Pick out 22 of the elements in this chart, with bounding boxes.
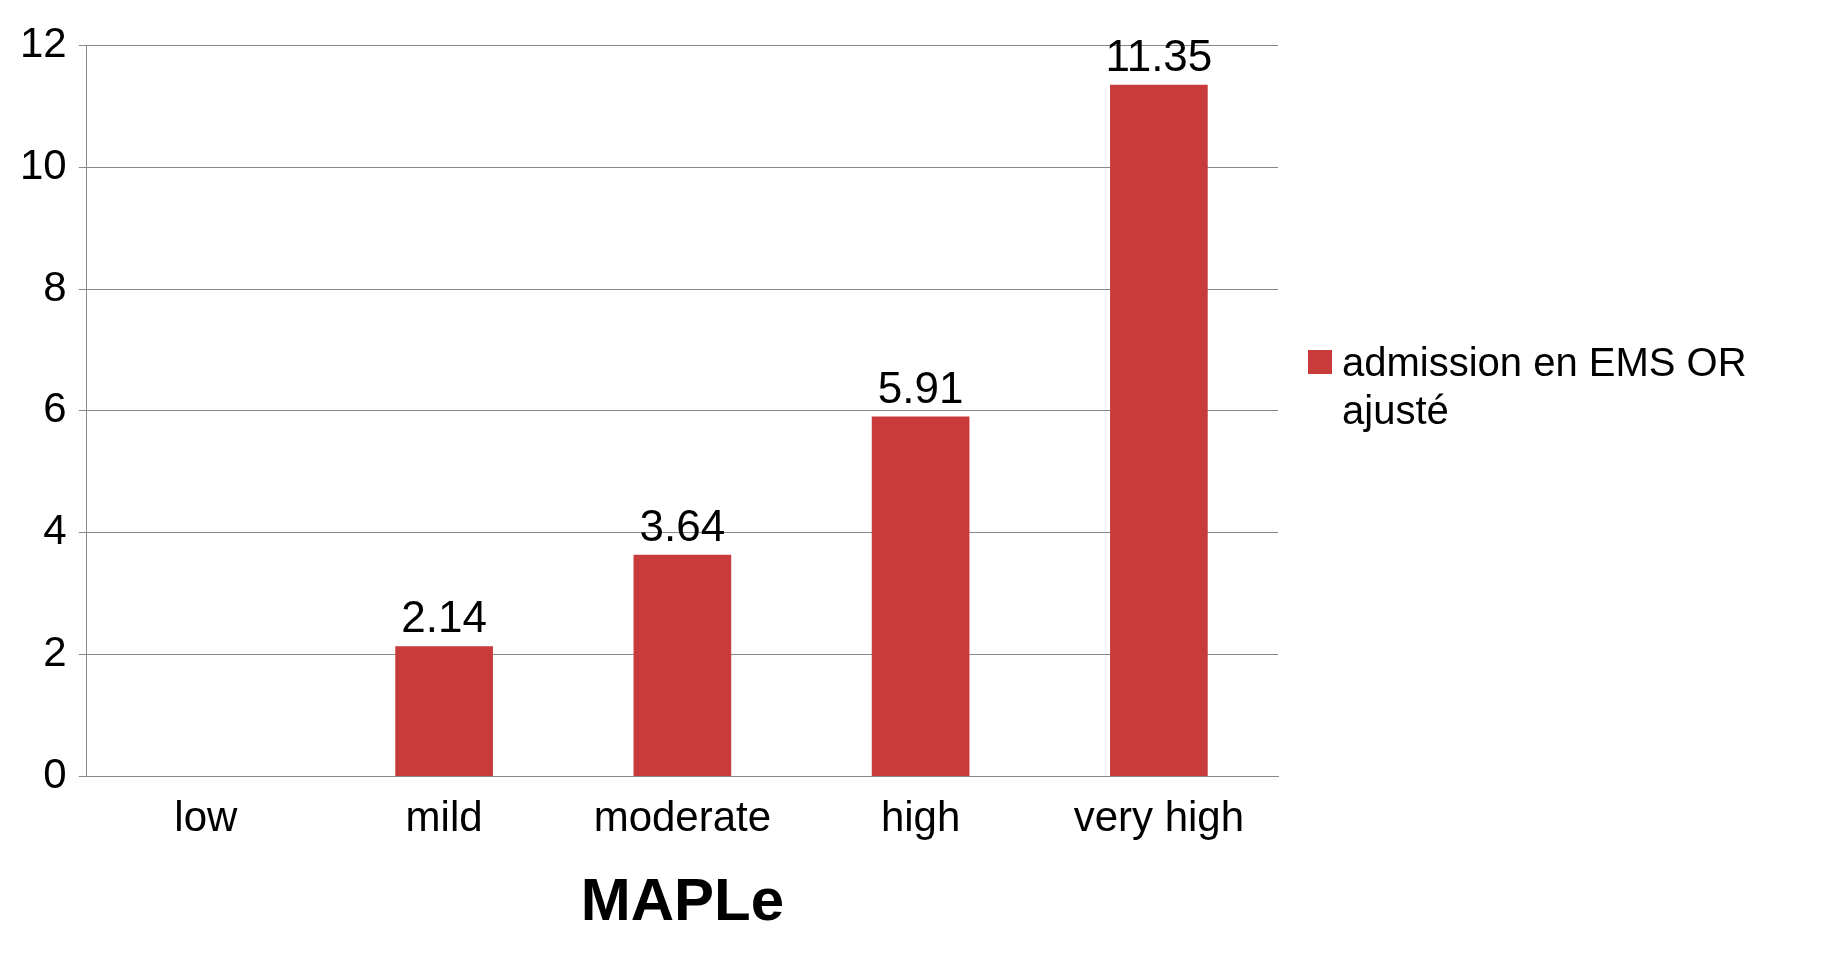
x-tick-label: very high [1073, 793, 1245, 841]
x-tick-label: low [174, 793, 239, 841]
bar [395, 646, 493, 777]
y-tick-label: 10 [20, 140, 67, 188]
data-label: 2.14 [401, 592, 487, 642]
data-label: 5.91 [877, 362, 964, 412]
y-tick-label: 6 [43, 384, 67, 432]
legend-label: admission en EMS OR ajusté [1342, 338, 1748, 434]
x-axis-title: MAPLe [580, 865, 785, 933]
y-tick-label: 8 [43, 262, 67, 310]
x-tick-label: mild [405, 793, 483, 841]
y-tick-label: 12 [20, 18, 67, 66]
y-tick-label: 4 [43, 506, 67, 554]
x-tick-label: moderate [593, 793, 772, 841]
bar [871, 416, 970, 777]
y-tick-label: 2 [43, 628, 67, 676]
data-label: 11.35 [1105, 30, 1213, 80]
x-tick-label: high [880, 793, 961, 841]
bar [633, 554, 732, 777]
y-tick-label: 0 [43, 750, 67, 798]
bar [1110, 84, 1208, 777]
data-label: 3.64 [639, 500, 726, 550]
